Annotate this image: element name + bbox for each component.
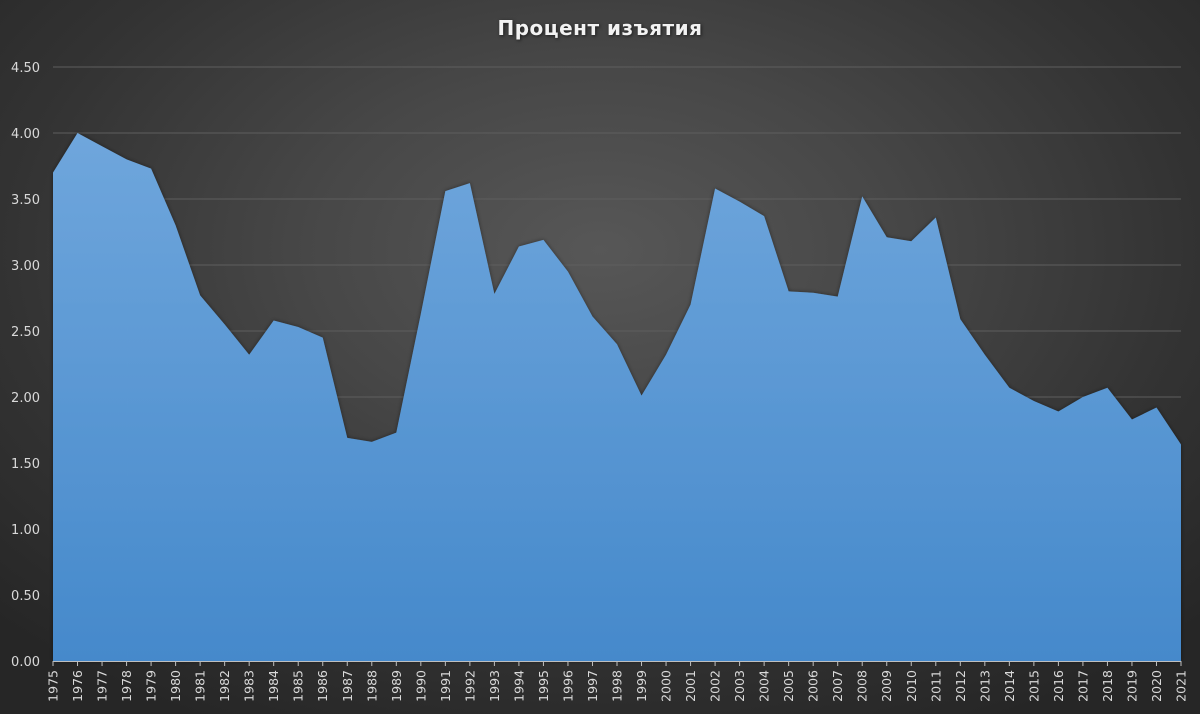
x-tick-label: 1994	[511, 670, 526, 702]
x-tick-label: 2009	[879, 670, 894, 702]
x-tick-label: 2001	[683, 670, 698, 702]
y-tick-label: 0.50	[11, 589, 40, 604]
x-tick-label: 2007	[830, 670, 845, 702]
x-tick-label: 2015	[1026, 670, 1041, 702]
x-tick-label: 2004	[757, 670, 772, 702]
y-tick-label: 1.50	[11, 457, 40, 472]
x-tick-label: 2014	[1002, 670, 1017, 702]
x-tick-label: 2008	[855, 670, 870, 702]
x-tick-label: 2005	[781, 670, 796, 702]
x-tick-label: 1984	[266, 670, 281, 702]
x-tick-label: 1998	[610, 670, 625, 702]
x-tick-label: 2017	[1075, 670, 1090, 702]
x-tick-label: 1979	[144, 670, 159, 702]
x-tick-label: 1989	[389, 670, 404, 702]
x-tick-label: 1977	[95, 670, 110, 702]
x-tick-label: 1996	[560, 670, 575, 702]
y-tick-label: 4.00	[11, 127, 40, 142]
x-tick-label: 2006	[806, 670, 821, 702]
x-tick-label: 1975	[46, 670, 61, 702]
x-tick-label: 1997	[585, 670, 600, 702]
x-tick-label: 1976	[70, 670, 85, 702]
x-tick-label: 1978	[119, 670, 134, 702]
data-area	[53, 133, 1181, 661]
x-tick-label: 2021	[1174, 670, 1189, 702]
y-tick-label: 2.50	[11, 325, 40, 340]
x-tick-label: 1991	[438, 670, 453, 702]
y-tick-label: 4.50	[11, 61, 40, 76]
x-tick-label: 2013	[977, 670, 992, 702]
x-tick-label: 2018	[1100, 670, 1115, 702]
y-tick-label: 2.00	[11, 391, 40, 406]
x-tick-label: 1990	[413, 670, 428, 702]
x-tick-label: 1980	[168, 670, 183, 702]
chart-title: Процент изъятия	[497, 16, 703, 40]
x-tick-label: 2003	[732, 670, 747, 702]
x-tick-label: 1981	[193, 670, 208, 702]
x-tick-label: 1999	[634, 670, 649, 702]
x-tick-label: 2020	[1149, 670, 1164, 702]
x-tick-label: 1988	[364, 670, 379, 702]
x-axis: 1975 1976 1977 1978 1979 1980 1981 1982 1983 1984…	[46, 661, 1189, 702]
x-tick-label: 1985	[291, 670, 306, 702]
x-tick-label: 2012	[953, 670, 968, 702]
y-tick-label: 1.00	[11, 523, 40, 538]
x-tick-label: 2010	[904, 670, 919, 702]
x-tick-label: 2019	[1124, 670, 1139, 702]
x-tick-label: 2016	[1051, 670, 1066, 702]
y-axis-labels: 0.00 0.50 1.00 1.50 2.00 2.50 3.00 3.50 4.00 4.50	[11, 61, 40, 670]
x-tick-label: 2011	[928, 670, 943, 702]
y-tick-label: 3.50	[11, 193, 40, 208]
x-tick-label: 2000	[659, 670, 674, 702]
x-tick-label: 1982	[217, 670, 232, 702]
x-tick-label: 1995	[536, 670, 551, 702]
x-tick-label: 1987	[340, 670, 355, 702]
x-tick-label: 1983	[242, 670, 257, 702]
y-tick-label: 0.00	[11, 655, 40, 670]
x-tick-label: 1992	[462, 670, 477, 702]
x-tick-label: 2002	[708, 670, 723, 702]
y-tick-label: 3.00	[11, 259, 40, 274]
x-tick-label: 1986	[315, 670, 330, 702]
x-tick-label: 1993	[487, 670, 502, 702]
